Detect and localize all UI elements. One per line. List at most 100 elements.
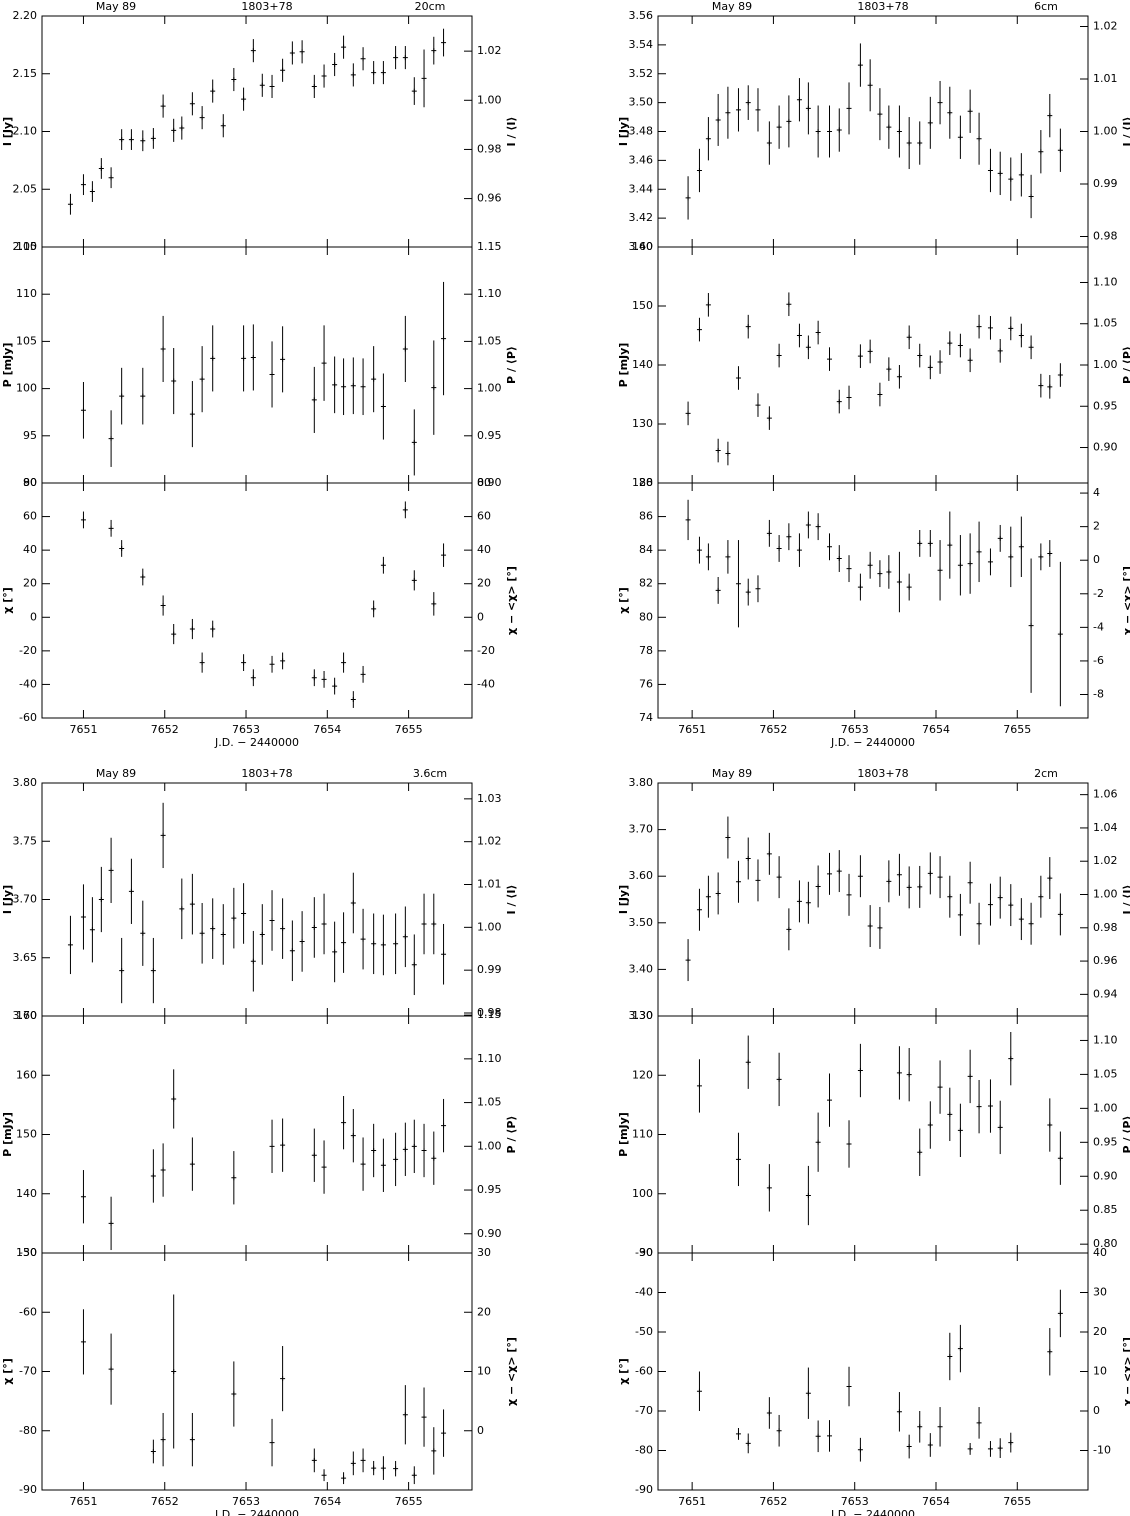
y2-tick-label: 0.90 bbox=[477, 476, 502, 489]
data-point bbox=[786, 534, 792, 540]
data-point bbox=[696, 907, 702, 913]
data-point bbox=[150, 968, 156, 974]
y2-tick-label: 0.85 bbox=[1093, 1203, 1118, 1216]
y2-tick-label: 40 bbox=[1093, 1246, 1107, 1259]
y-tick-label: 90 bbox=[639, 1246, 653, 1259]
data-point bbox=[259, 931, 265, 937]
data-point bbox=[1018, 916, 1024, 922]
y2-tick-label: 1.05 bbox=[1093, 1067, 1118, 1080]
y-tick-label: 3.40 bbox=[629, 240, 654, 253]
data-point bbox=[705, 554, 711, 560]
data-point bbox=[231, 1175, 237, 1181]
y2-tick-label: 0.95 bbox=[477, 429, 502, 442]
y-tick-label: 120 bbox=[632, 476, 653, 489]
data-point bbox=[827, 1097, 833, 1103]
data-point bbox=[350, 1460, 356, 1466]
data-point bbox=[341, 1475, 347, 1481]
y2-tick-label: 0.96 bbox=[477, 192, 502, 205]
data-point bbox=[846, 1141, 852, 1147]
y2-axis-label: P / ⟨P⟩ bbox=[505, 346, 518, 384]
data-point bbox=[987, 1446, 993, 1452]
y2-tick-label: 80 bbox=[477, 476, 491, 489]
data-point bbox=[766, 1185, 772, 1191]
x-tick-label: 7653 bbox=[232, 1495, 260, 1508]
data-point bbox=[947, 1111, 953, 1117]
data-point bbox=[393, 941, 399, 947]
data-point bbox=[371, 70, 377, 76]
data-point bbox=[431, 921, 437, 927]
data-point bbox=[917, 353, 923, 359]
data-point bbox=[896, 374, 902, 380]
data-point bbox=[150, 135, 156, 141]
data-point bbox=[836, 868, 842, 874]
data-point bbox=[987, 1103, 993, 1109]
y-tick-label: 80 bbox=[23, 476, 37, 489]
data-point bbox=[987, 559, 993, 565]
data-point bbox=[815, 883, 821, 889]
x-tick-label: 7652 bbox=[759, 723, 787, 736]
data-point bbox=[735, 107, 741, 113]
y2-tick-label: 1.05 bbox=[1093, 317, 1118, 330]
y2-axis-label: I / ⟨I⟩ bbox=[1121, 117, 1130, 147]
data-point bbox=[371, 941, 377, 947]
y-tick-label: 110 bbox=[632, 1128, 653, 1141]
data-point bbox=[1008, 325, 1014, 331]
data-point bbox=[241, 96, 247, 102]
y2-tick-label: 0.98 bbox=[477, 142, 502, 155]
y2-tick-label: 1.15 bbox=[477, 240, 502, 253]
data-point bbox=[846, 105, 852, 111]
data-point bbox=[119, 137, 125, 143]
y-axis-label: χ [°] bbox=[1, 1358, 14, 1384]
y2-tick-label: 1.03 bbox=[477, 792, 502, 805]
data-point bbox=[250, 958, 256, 964]
data-point bbox=[976, 136, 982, 142]
data-point bbox=[1057, 1310, 1063, 1316]
data-point bbox=[119, 545, 125, 551]
data-point bbox=[311, 675, 317, 681]
data-point bbox=[341, 940, 347, 946]
panel-frame bbox=[657, 482, 1089, 719]
data-point bbox=[827, 1433, 833, 1439]
data-point bbox=[1008, 1056, 1014, 1062]
data-point bbox=[289, 948, 295, 954]
y-axis-label: I [Jy] bbox=[617, 885, 630, 914]
header-annotation: 6cm bbox=[1034, 0, 1058, 13]
header-annotation: May 89 bbox=[712, 0, 752, 13]
data-point bbox=[321, 676, 327, 682]
y-tick-label: 76 bbox=[639, 677, 653, 690]
data-point bbox=[189, 901, 195, 907]
data-point bbox=[108, 175, 114, 181]
data-point bbox=[360, 1161, 366, 1167]
data-point bbox=[411, 1143, 417, 1149]
data-point bbox=[411, 1472, 417, 1478]
data-point bbox=[199, 376, 205, 382]
data-point bbox=[906, 884, 912, 890]
data-point bbox=[917, 540, 923, 546]
data-point bbox=[937, 567, 943, 573]
y-tick-label: 84 bbox=[639, 543, 653, 556]
data-point bbox=[160, 1437, 166, 1443]
data-point bbox=[210, 355, 216, 361]
data-point bbox=[957, 343, 963, 349]
data-point bbox=[119, 393, 125, 399]
data-point bbox=[857, 1447, 863, 1453]
panel-frame bbox=[657, 15, 1089, 248]
data-point bbox=[766, 851, 772, 857]
data-point bbox=[947, 110, 953, 116]
data-point bbox=[179, 125, 185, 131]
data-point bbox=[259, 82, 265, 88]
y-tick-label: -90 bbox=[19, 1483, 37, 1496]
data-point bbox=[280, 926, 286, 932]
data-point bbox=[241, 355, 247, 361]
y-tick-label: 160 bbox=[632, 240, 653, 253]
data-point bbox=[311, 83, 317, 89]
x-tick-label: 7655 bbox=[395, 723, 423, 736]
data-point bbox=[160, 346, 166, 352]
data-point bbox=[171, 378, 177, 384]
data-point bbox=[160, 1167, 166, 1173]
y-tick-label: 80 bbox=[639, 610, 653, 623]
data-point bbox=[189, 101, 195, 107]
data-point bbox=[827, 544, 833, 550]
panel-frame bbox=[657, 1252, 1089, 1491]
data-point bbox=[735, 1431, 741, 1437]
